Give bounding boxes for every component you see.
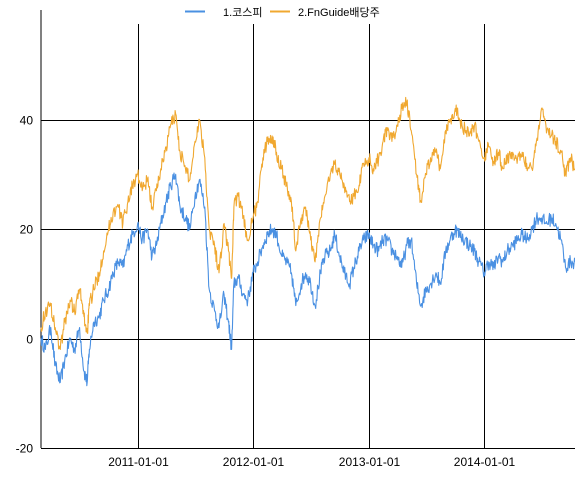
legend-item-2[interactable]: 2.FnGuide배당주 — [270, 6, 380, 19]
series-line-2 — [40, 96, 575, 350]
x-tick-label: 2011-01-01 — [108, 455, 169, 469]
legend-label: 1.코스피 — [223, 6, 263, 19]
y-tick-label: 40 — [20, 114, 34, 128]
legend-item-1[interactable]: 1.코스피 — [185, 6, 263, 19]
grid — [40, 10, 575, 449]
series-layer — [40, 96, 575, 387]
series-line-1 — [40, 172, 575, 387]
x-tick-label: 2014-01-01 — [454, 455, 516, 469]
y-tick-label: 0 — [26, 333, 33, 347]
legend-label: 2.FnGuide배당주 — [298, 6, 380, 19]
y-tick-label: -20 — [16, 442, 34, 456]
x-tick-label: 2013-01-01 — [339, 455, 401, 469]
x-tick-label: 2012-01-01 — [223, 455, 285, 469]
axis-labels: -20 0 20 40 2011-01-01 2012-01-01 2013-01-01 20… — [16, 114, 516, 470]
legend: 1.코스피 2.FnGuide배당주 — [185, 6, 380, 19]
y-tick-label: 20 — [20, 223, 34, 237]
